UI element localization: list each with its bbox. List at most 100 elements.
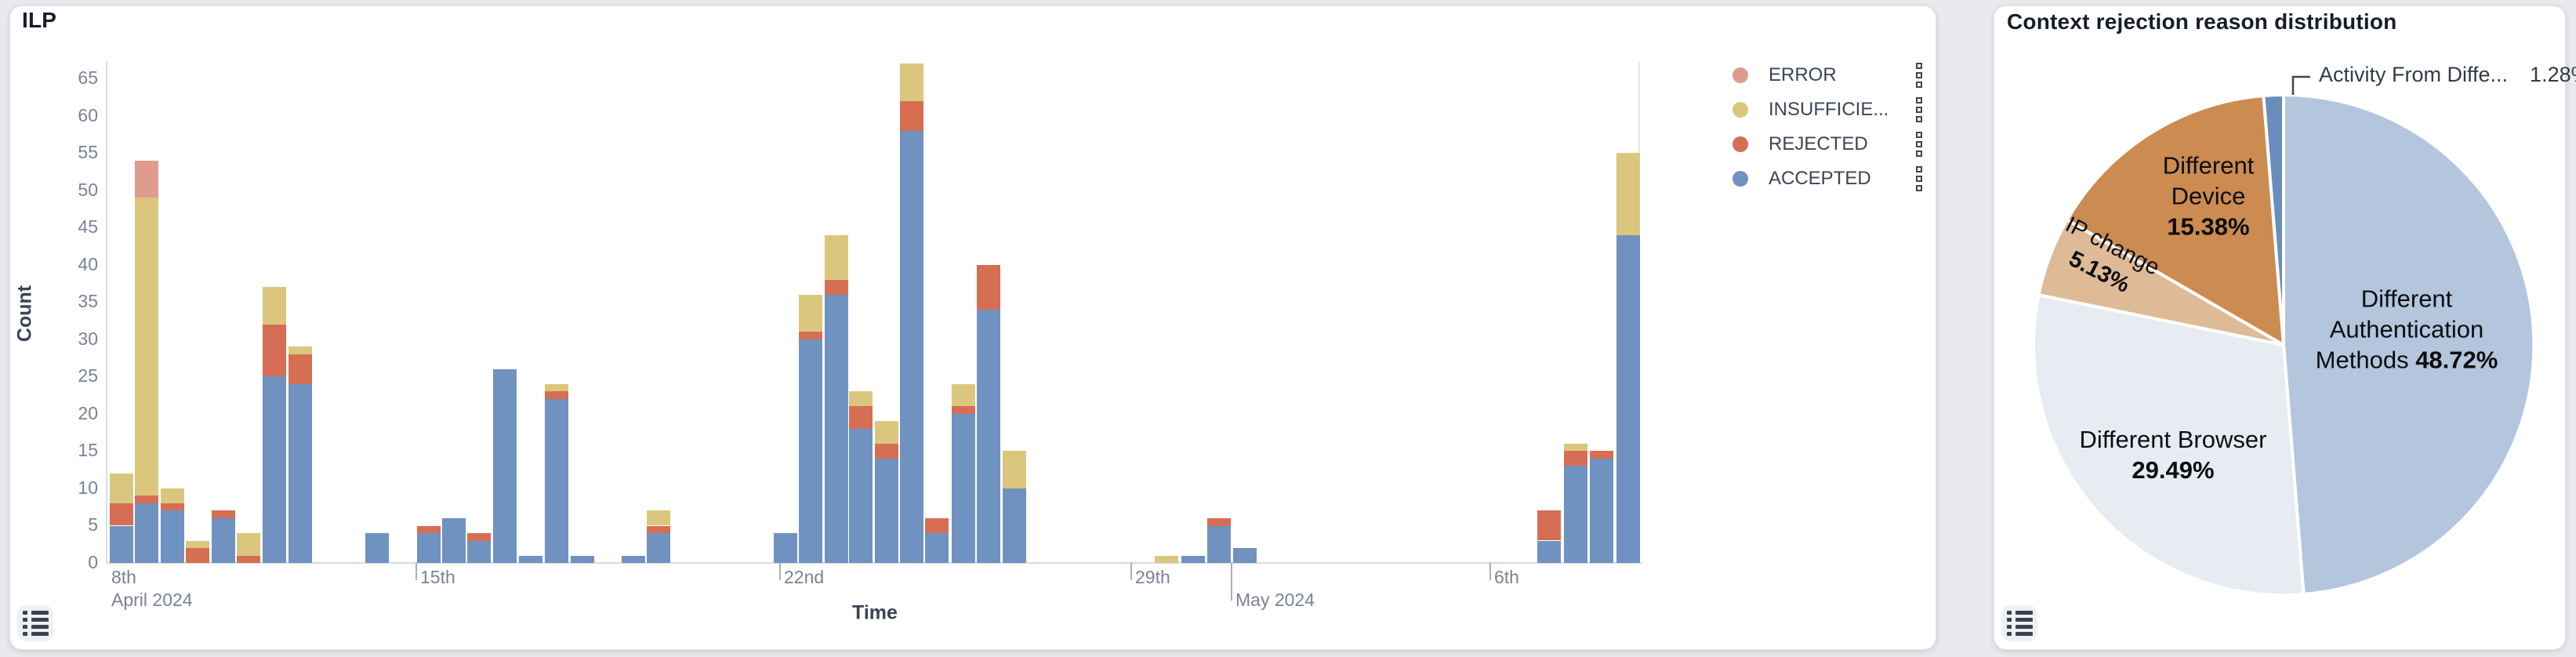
bar-segment-rejected[interactable] bbox=[799, 332, 822, 339]
bar-segment-accepted[interactable] bbox=[571, 555, 594, 563]
pie-label-3: Different Device 15.38% bbox=[2162, 151, 2255, 241]
bar-segment-rejected[interactable] bbox=[900, 100, 923, 131]
drag-handle-icon[interactable] bbox=[1916, 166, 1922, 191]
bar-segment-rejected[interactable] bbox=[288, 354, 312, 384]
x-tick-label: April 2024 bbox=[111, 590, 193, 610]
pie-legend-list-button[interactable] bbox=[2001, 605, 2037, 641]
bar-segment-insufficient[interactable] bbox=[161, 488, 184, 503]
bar-segment-accepted[interactable] bbox=[825, 294, 848, 563]
bar-segment-accepted[interactable] bbox=[135, 503, 158, 563]
bar-segment-rejected[interactable] bbox=[875, 443, 898, 459]
drag-handle-icon[interactable] bbox=[1916, 97, 1922, 122]
bar-segment-accepted[interactable] bbox=[1207, 525, 1231, 563]
bar-segment-insufficient[interactable] bbox=[1003, 451, 1026, 488]
bar-segment-insufficient[interactable] bbox=[900, 64, 923, 101]
bar-segment-rejected[interactable] bbox=[977, 264, 1000, 310]
ilp-legend-list-button[interactable] bbox=[17, 605, 53, 641]
x-tick-mark bbox=[1489, 563, 1491, 580]
bar-segment-accepted[interactable] bbox=[774, 533, 797, 563]
bar-segment-rejected[interactable] bbox=[1537, 510, 1561, 541]
bar-segment-rejected[interactable] bbox=[186, 548, 209, 563]
bar-segment-accepted[interactable] bbox=[263, 376, 286, 563]
bar-segment-rejected[interactable] bbox=[110, 503, 133, 526]
bar-segment-accepted[interactable] bbox=[417, 533, 441, 563]
pie-slice-4[interactable] bbox=[2262, 93, 2285, 347]
bar-segment-accepted[interactable] bbox=[875, 458, 898, 563]
bar-segment-rejected[interactable] bbox=[952, 406, 975, 414]
legend-item-error[interactable]: ERROR bbox=[1732, 58, 1922, 93]
bar-segment-accepted[interactable] bbox=[161, 510, 184, 563]
bar-segment-accepted[interactable] bbox=[288, 383, 312, 563]
bar-segment-error[interactable] bbox=[135, 160, 158, 198]
bar-segment-accepted[interactable] bbox=[647, 533, 670, 563]
bar-segment-insufficient[interactable] bbox=[1155, 555, 1178, 563]
bar-segment-rejected[interactable] bbox=[1564, 451, 1587, 466]
x-tick-mark bbox=[1231, 563, 1232, 601]
legend-item-insufficie[interactable]: INSUFFICIE... bbox=[1732, 93, 1922, 127]
bar-segment-rejected[interactable] bbox=[467, 533, 491, 541]
pie-slice-1[interactable] bbox=[2032, 293, 2306, 597]
drag-handle-icon[interactable] bbox=[1916, 63, 1922, 88]
bar-segment-rejected[interactable] bbox=[263, 324, 286, 377]
bar-segment-accepted[interactable] bbox=[977, 309, 1000, 563]
bar-segment-accepted[interactable] bbox=[1181, 555, 1205, 563]
bar-segment-accepted[interactable] bbox=[519, 555, 542, 563]
drag-handle-icon[interactable] bbox=[1916, 132, 1922, 157]
bar-segment-insufficient[interactable] bbox=[849, 391, 873, 407]
bar-segment-accepted[interactable] bbox=[1616, 234, 1640, 563]
bar-segment-accepted[interactable] bbox=[1003, 488, 1026, 563]
bar-segment-accepted[interactable] bbox=[545, 398, 568, 563]
bar-segment-accepted[interactable] bbox=[1233, 548, 1257, 563]
bar-segment-accepted[interactable] bbox=[493, 368, 517, 563]
bar-segment-insufficient[interactable] bbox=[135, 198, 158, 496]
bar-segment-accepted[interactable] bbox=[365, 533, 389, 563]
bar-segment-rejected[interactable] bbox=[647, 525, 670, 533]
pie-slice-0[interactable] bbox=[2282, 93, 2536, 596]
bar-segment-accepted[interactable] bbox=[1564, 466, 1587, 563]
bar-segment-insufficient[interactable] bbox=[952, 383, 975, 407]
bar-segment-insufficient[interactable] bbox=[799, 294, 822, 332]
bar-segment-insufficient[interactable] bbox=[1564, 443, 1587, 452]
bar-segment-rejected[interactable] bbox=[237, 555, 260, 563]
bar-segment-accepted[interactable] bbox=[1590, 458, 1613, 563]
bar-segment-insufficient[interactable] bbox=[1616, 153, 1640, 235]
bar-segment-rejected[interactable] bbox=[1207, 518, 1231, 526]
y-tick-label: 30 bbox=[78, 328, 98, 349]
y-tick-label: 50 bbox=[78, 180, 98, 200]
x-axis-line bbox=[106, 562, 1642, 564]
bar-segment-rejected[interactable] bbox=[212, 510, 235, 518]
bar-segment-rejected[interactable] bbox=[925, 518, 949, 533]
legend-item-rejected[interactable]: REJECTED bbox=[1732, 127, 1922, 162]
bar-segment-accepted[interactable] bbox=[212, 518, 235, 563]
bar-segment-rejected[interactable] bbox=[417, 525, 441, 533]
bar-segment-accepted[interactable] bbox=[1537, 540, 1561, 563]
pie-slice-3[interactable] bbox=[2065, 94, 2285, 347]
bar-segment-insufficient[interactable] bbox=[110, 473, 133, 503]
bar-segment-accepted[interactable] bbox=[110, 525, 133, 563]
bar-segment-rejected[interactable] bbox=[849, 406, 873, 429]
bar-segment-rejected[interactable] bbox=[545, 391, 568, 399]
bar-segment-accepted[interactable] bbox=[442, 518, 466, 563]
bar-segment-accepted[interactable] bbox=[952, 413, 975, 563]
legend-item-accepted[interactable]: ACCEPTED bbox=[1732, 162, 1922, 196]
bar-segment-rejected[interactable] bbox=[135, 495, 158, 503]
bar-segment-accepted[interactable] bbox=[467, 540, 491, 563]
bar-segment-insufficient[interactable] bbox=[186, 540, 209, 548]
bar-segment-insufficient[interactable] bbox=[263, 287, 286, 325]
bar-segment-insufficient[interactable] bbox=[288, 347, 312, 354]
bar-segment-accepted[interactable] bbox=[925, 533, 949, 563]
bar-segment-accepted[interactable] bbox=[849, 428, 873, 563]
bar-segment-accepted[interactable] bbox=[622, 555, 645, 563]
bar-segment-insufficient[interactable] bbox=[237, 533, 260, 556]
bar-segment-accepted[interactable] bbox=[900, 130, 923, 563]
bar-segment-rejected[interactable] bbox=[825, 279, 848, 295]
x-tick-label: 15th bbox=[420, 567, 455, 587]
bar-segment-insufficient[interactable] bbox=[825, 234, 848, 280]
bar-segment-insufficient[interactable] bbox=[545, 383, 568, 392]
bar-segment-accepted[interactable] bbox=[799, 339, 822, 563]
bar-segment-rejected[interactable] bbox=[161, 503, 184, 511]
y-tick-label: 15 bbox=[78, 440, 98, 460]
bar-segment-insufficient[interactable] bbox=[647, 510, 670, 526]
bar-segment-rejected[interactable] bbox=[1590, 451, 1613, 459]
bar-segment-insufficient[interactable] bbox=[875, 421, 898, 444]
